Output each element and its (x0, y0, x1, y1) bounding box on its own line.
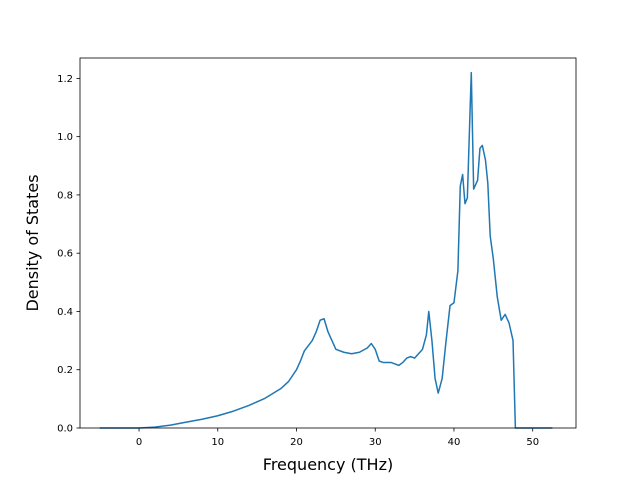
x-tick-label: 10 (211, 437, 224, 448)
x-tick-label: 0 (136, 437, 142, 448)
plot-frame (79, 57, 577, 429)
ticks: 0 10 20 30 40 50 0.0 0.2 0.4 0.6 0.8 1.0 1.2 (57, 74, 539, 448)
y-tick-label: 0.4 (57, 307, 73, 318)
series-line (99, 71, 553, 429)
y-tick-label: 0.0 (57, 424, 73, 435)
y-tick-label: 0.6 (57, 249, 73, 260)
x-tick-label: 30 (369, 437, 382, 448)
y-tick-label: 0.8 (57, 190, 73, 201)
y-tick-label: 1.0 (57, 132, 73, 143)
y-tick-label: 1.2 (57, 74, 73, 85)
x-tick-label: 40 (448, 437, 461, 448)
x-tick-label: 20 (290, 437, 303, 448)
x-tick-label: 50 (526, 437, 539, 448)
plot-area (99, 71, 553, 429)
y-tick-label: 0.2 (57, 365, 73, 376)
y-axis-label: Density of States (23, 174, 42, 311)
x-axis-label: Frequency (THz) (263, 455, 393, 474)
